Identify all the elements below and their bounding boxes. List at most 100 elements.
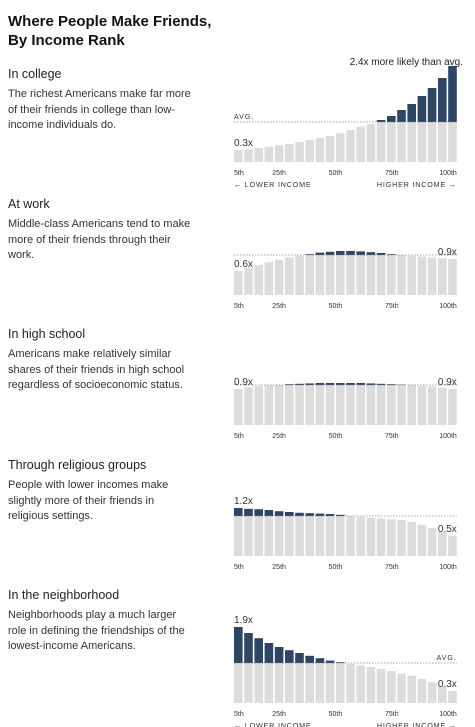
x-tick-label: 25th	[272, 564, 286, 571]
x-tick-label: 5th	[234, 303, 244, 310]
bar-below-average	[234, 150, 243, 162]
bar-above-average	[438, 78, 447, 122]
bar-below-average	[274, 259, 284, 295]
bar-below-average	[387, 385, 396, 425]
bar-above-average	[336, 662, 345, 663]
bar-below-average	[356, 255, 365, 295]
bar-below-average	[376, 385, 386, 425]
title-line-1: Where People Make Friends,	[8, 13, 212, 30]
x-tick-label: 5th	[234, 433, 244, 440]
x-tick-label: 75th	[385, 564, 399, 571]
panel-heading: In college	[8, 67, 62, 81]
panel-heading: Through religious groups	[8, 458, 147, 472]
bar-above-average	[448, 66, 457, 122]
higher-income-label: HIGHER INCOME →	[377, 180, 457, 189]
bar-below-average	[387, 255, 396, 295]
panel-description: Neighborhoods play a much larger role in…	[8, 609, 185, 652]
x-tick-label: 25th	[272, 711, 286, 718]
bar-below-average	[305, 516, 314, 556]
x-tick-label: 75th	[385, 711, 399, 718]
value-label-left: 1.2x	[234, 496, 253, 507]
value-label-right: 0.9x	[438, 247, 457, 258]
x-tick-label: 100th	[439, 564, 457, 571]
bar-below-average	[295, 516, 304, 556]
bar-below-average	[285, 663, 294, 703]
bar-above-average	[244, 508, 253, 516]
bar-below-average	[346, 130, 355, 162]
bar-above-average	[295, 383, 304, 385]
bar-above-average	[315, 383, 325, 385]
x-tick-label: 100th	[439, 303, 457, 310]
bar-below-average	[417, 122, 427, 162]
bar-below-average	[356, 385, 365, 425]
bar-below-average	[244, 267, 253, 295]
bar-below-average	[448, 536, 457, 556]
bar-below-average	[397, 673, 406, 703]
bar-above-average	[254, 638, 263, 663]
bar-above-average	[315, 252, 325, 255]
bar-below-average	[274, 385, 284, 425]
bar-chart-college: AVG. 0.3x 5th 25th 50th 75th 100th ← LOWER INCO…	[234, 66, 457, 189]
bar-below-average	[325, 255, 335, 295]
avg-label: AVG.	[437, 655, 457, 662]
bar-below-average	[285, 385, 294, 425]
bar-below-average	[356, 665, 365, 703]
bar-below-average	[366, 667, 376, 703]
bar-below-average	[244, 149, 253, 162]
bar-below-average	[407, 255, 416, 295]
bar-below-average	[376, 255, 386, 295]
bar-above-average	[346, 251, 355, 255]
bar-above-average	[234, 508, 243, 516]
bar-below-average	[356, 126, 365, 162]
bar-below-average	[264, 146, 274, 162]
bar-above-average	[244, 633, 253, 663]
value-label-right: 0.3x	[438, 679, 457, 690]
bar-below-average	[407, 522, 416, 556]
bar-below-average	[315, 516, 325, 556]
panel-neighborhood: In the neighborhood Neighborhoods play a…	[0, 588, 475, 727]
panel-heading: At work	[8, 197, 50, 211]
bar-below-average	[325, 385, 335, 425]
bar-below-average	[315, 255, 325, 295]
bar-above-average	[376, 383, 386, 385]
bar-below-average	[264, 516, 274, 556]
x-tick-label: 25th	[272, 303, 286, 310]
bar-below-average	[336, 255, 345, 295]
bar-above-average	[325, 514, 335, 516]
bar-above-average	[315, 513, 325, 516]
x-tick-label: 5th	[234, 564, 244, 571]
bar-below-average	[376, 122, 386, 162]
bar-below-average	[274, 516, 284, 556]
bar-below-average	[254, 265, 263, 295]
bar-below-average	[376, 669, 386, 703]
value-label-left: 0.3x	[234, 138, 253, 149]
bar-below-average	[315, 138, 325, 162]
value-label-right: 0.9x	[438, 377, 457, 388]
bar-below-average	[427, 682, 437, 703]
bar-below-average	[234, 389, 243, 425]
x-tick-label: 50th	[329, 433, 343, 440]
x-tick-label: 25th	[272, 170, 286, 177]
bar-above-average	[264, 510, 274, 516]
bar-below-average	[254, 148, 263, 162]
bar-below-average	[346, 255, 355, 295]
x-tick-label: 50th	[329, 564, 343, 571]
bar-below-average	[448, 122, 457, 162]
bar-below-average	[305, 255, 314, 295]
bar-above-average	[376, 253, 386, 255]
bar-below-average	[417, 256, 427, 295]
bar-below-average	[407, 122, 416, 162]
bar-above-average	[254, 509, 263, 516]
bar-chart-high-school: 0.9x 0.9x 5th 25th 50th 75th 100th	[234, 377, 457, 440]
value-label-left: 0.9x	[234, 377, 253, 388]
avg-label: AVG.	[234, 114, 254, 121]
bar-below-average	[407, 385, 416, 425]
panel-description: Americans make relatively similar shares…	[8, 348, 185, 391]
bar-above-average	[295, 512, 304, 516]
x-tick-label: 50th	[329, 303, 343, 310]
bar-above-average	[274, 511, 284, 516]
bar-above-average	[295, 653, 304, 663]
bar-above-average	[366, 383, 376, 385]
bar-below-average	[427, 528, 437, 556]
bar-chart-neighborhood: AVG. 1.9x 0.3x 5th 25th 50th 75th 100th ← LOWER …	[234, 615, 457, 727]
